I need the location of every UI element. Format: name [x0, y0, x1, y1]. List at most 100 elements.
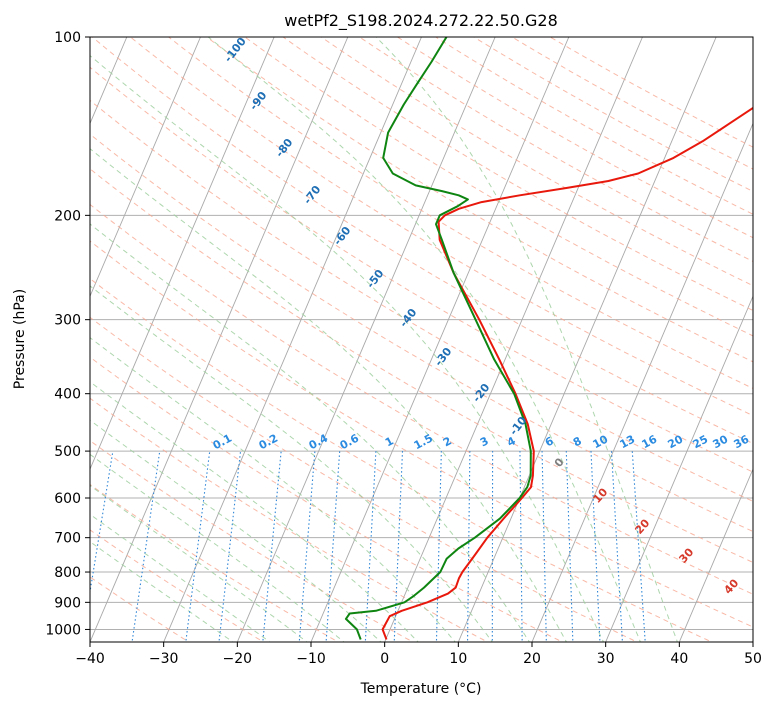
moist-adiabat-line	[90, 148, 568, 642]
line-label: -50	[364, 267, 387, 291]
dry-adiabat-line	[320, 37, 753, 287]
mixing-ratio-line	[325, 451, 341, 642]
line-label: 16	[640, 432, 660, 451]
isotherm-gridline	[531, 122, 753, 642]
isotherm-gridline	[384, 37, 643, 642]
moist-adiabat-line	[207, 37, 642, 642]
mixing-ratio-line	[298, 451, 316, 642]
moist-adiabat-line	[90, 381, 419, 642]
line-label: -100	[222, 35, 249, 65]
mixing-ratio-line	[631, 451, 646, 642]
dry-adiabat-line	[90, 168, 753, 563]
line-label: 30	[676, 545, 696, 565]
y-tick-label: 900	[54, 595, 81, 611]
dry-adiabat-line	[90, 529, 265, 642]
moist-adiabat-line	[90, 419, 382, 642]
line-label: -60	[331, 224, 354, 248]
isotherm-gridline	[90, 37, 349, 642]
moist-adiabat-line	[375, 37, 678, 642]
dry-adiabat-line	[90, 576, 190, 642]
dry-adiabat-line	[91, 37, 753, 445]
line-label: 6	[543, 434, 556, 449]
mixing-ratio-line	[131, 451, 161, 642]
mixing-ratio-line	[185, 451, 211, 642]
isotherm-gridline	[752, 640, 753, 642]
dry-adiabat-line	[90, 397, 489, 642]
y-axis-label: Pressure (hPa)	[12, 289, 28, 389]
dry-adiabat-line	[90, 66, 753, 473]
mixing-ratio-line	[218, 451, 242, 642]
x-tick-label: 30	[597, 651, 615, 667]
moist-adiabat-line	[90, 285, 493, 642]
moist-adiabat-line	[90, 513, 271, 642]
x-tick-label: 0	[380, 651, 389, 667]
x-tick-label: 50	[744, 651, 762, 667]
y-tick-label: 800	[54, 565, 81, 581]
dry-adiabat-line	[90, 483, 340, 642]
mixing-ratio-line	[435, 451, 442, 642]
x-tick-label: −30	[149, 651, 179, 667]
dry-adiabat-line	[90, 356, 564, 642]
line-label: -70	[301, 183, 324, 207]
line-label: 10	[591, 432, 611, 451]
line-label: 13	[618, 433, 638, 452]
y-tick-label: 400	[54, 387, 81, 403]
y-tick-label: 700	[54, 531, 81, 547]
dry-adiabat-line	[358, 37, 753, 263]
dry-adiabat-line	[396, 37, 753, 239]
isotherm-gridline	[90, 37, 201, 298]
line-label: 0.1	[211, 432, 234, 453]
dewpoint-profile-line	[344, 37, 532, 640]
moist-adiabat-line	[90, 337, 456, 642]
line-label: -20	[470, 381, 493, 405]
temperature-profile-line	[381, 106, 753, 640]
isotherm-gridline	[457, 37, 717, 642]
line-label: 20	[666, 432, 686, 451]
mixing-ratio-line	[590, 451, 601, 642]
mixing-ratio-line	[541, 451, 547, 642]
mixing-ratio-line	[90, 451, 114, 596]
y-tick-label: 200	[54, 208, 81, 224]
dry-adiabat-line	[90, 278, 713, 642]
dry-adiabat-line	[90, 133, 753, 533]
line-label: 0.4	[307, 431, 331, 452]
dry-adiabat-line	[282, 37, 753, 312]
line-label: 40	[721, 576, 741, 596]
isotherm-gridline	[678, 467, 753, 642]
mixing-ratio-line	[364, 451, 377, 642]
dry-adiabat-line	[511, 37, 753, 170]
line-label: 1.5	[412, 432, 435, 453]
isotherm-gridline	[163, 37, 422, 642]
mixing-ratio-line	[262, 451, 282, 642]
plot-area: -100-90-80-70-60-50-40-30-20-10010203040…	[90, 35, 753, 642]
line-label: -30	[432, 345, 455, 369]
x-tick-label: −10	[296, 651, 326, 667]
moist-adiabat-line	[90, 54, 605, 642]
line-label: 0	[552, 455, 567, 469]
x-tick-label: 40	[670, 651, 688, 667]
dry-adiabat-line	[90, 316, 639, 642]
chart-title: wetPf2_S198.2024.272.22.50.G28	[284, 11, 558, 31]
mixing-ratio-line	[565, 451, 574, 642]
isotherm-gridline	[236, 37, 496, 642]
moist-adiabat-line	[90, 223, 530, 642]
mixing-ratio-line	[519, 451, 523, 642]
line-label: 30	[711, 432, 731, 451]
moist-adiabat-line	[90, 453, 345, 642]
x-tick-label: −40	[75, 651, 105, 667]
dry-adiabat-line	[472, 37, 753, 193]
y-tick-label: 500	[54, 444, 81, 460]
mixing-ratio-line	[393, 451, 404, 642]
dry-adiabat-line	[129, 37, 753, 417]
mixing-ratio-line	[467, 451, 471, 642]
x-tick-label: −20	[223, 651, 253, 667]
isotherm-gridline	[605, 295, 753, 642]
line-label: 2	[441, 434, 454, 449]
mixing-ratio-line	[610, 451, 623, 642]
line-label: 36	[732, 432, 752, 451]
line-label: 20	[632, 516, 652, 536]
y-tick-label: 1000	[45, 622, 81, 638]
line-label: 10	[590, 485, 610, 505]
dry-adiabat-line	[90, 440, 414, 642]
